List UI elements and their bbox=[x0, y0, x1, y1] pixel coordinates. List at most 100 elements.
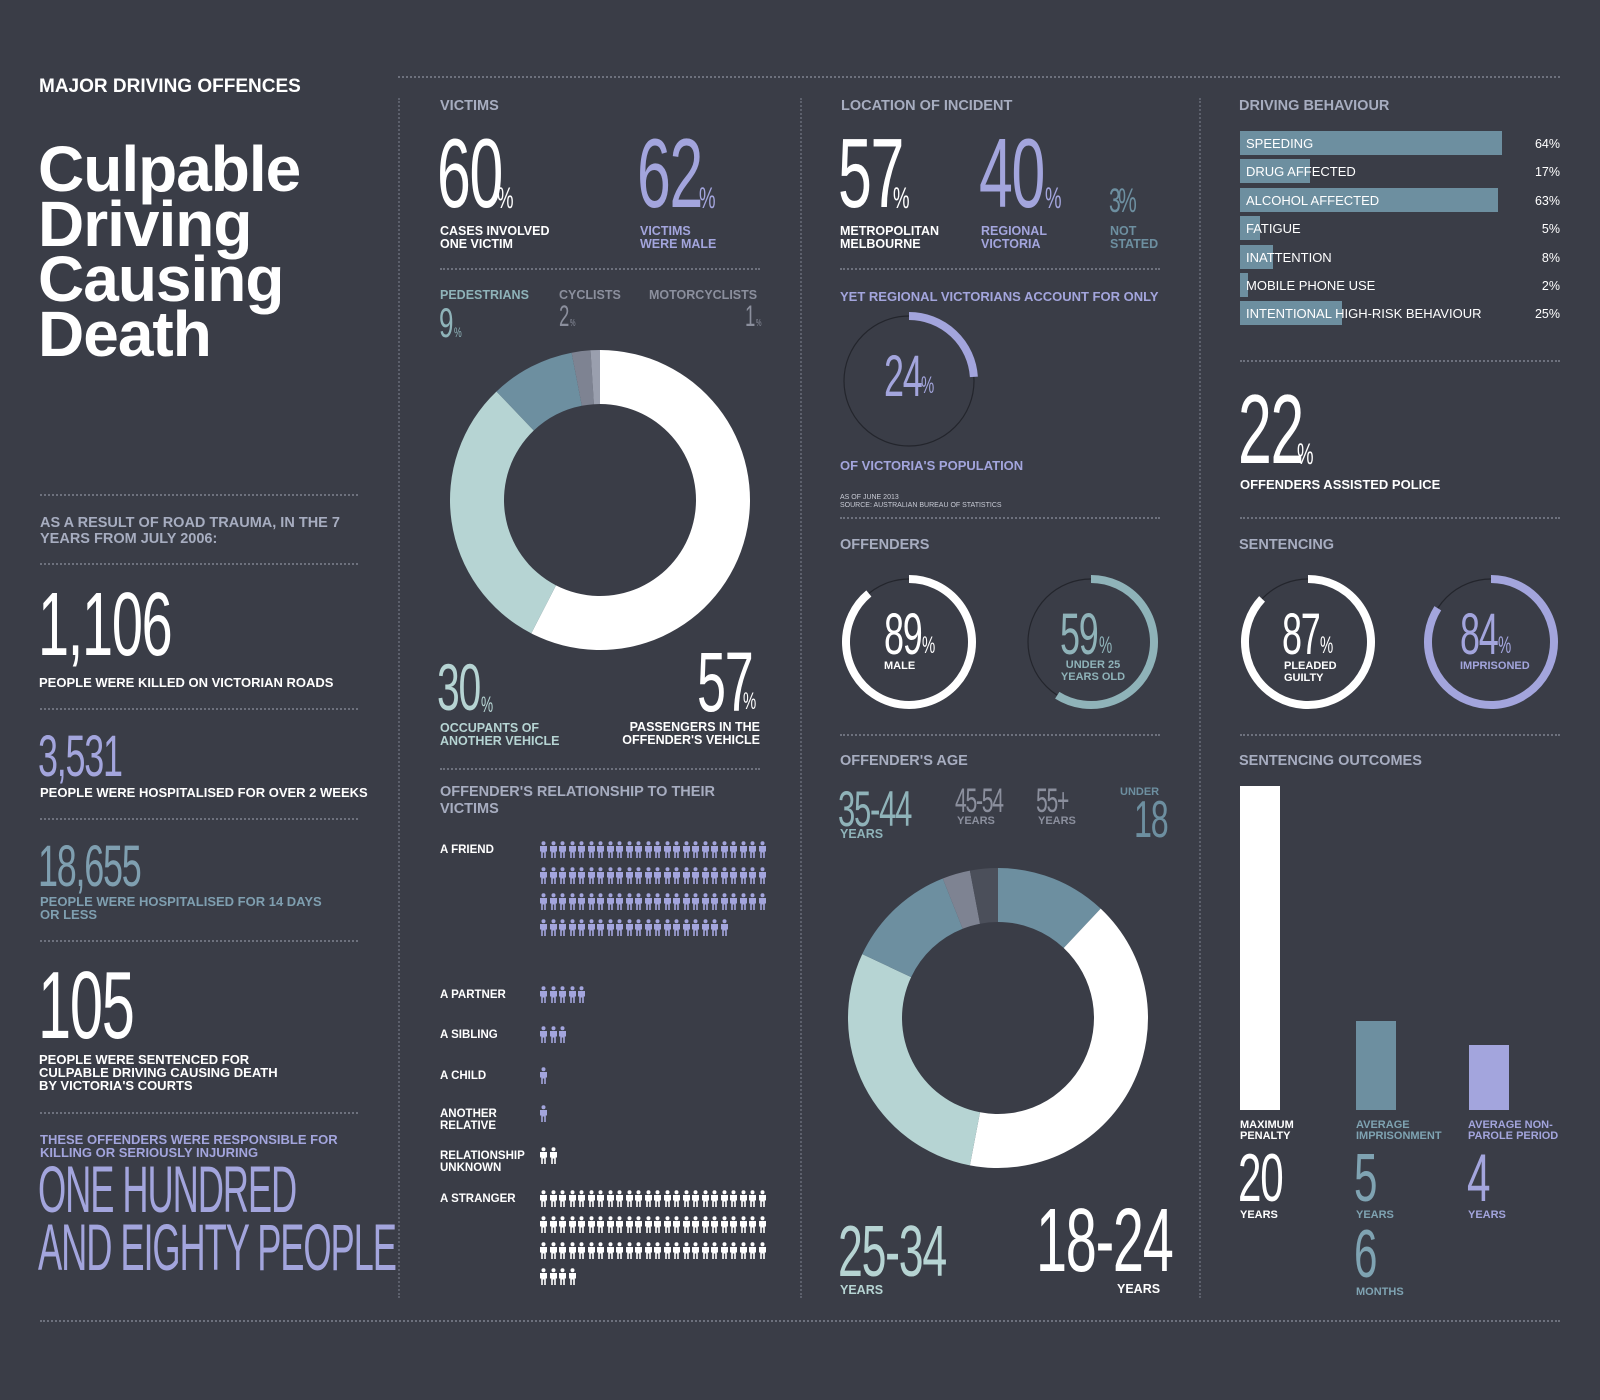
victims-male-label: VICTIMS WERE MALE bbox=[640, 224, 717, 251]
donut-slice bbox=[969, 868, 998, 924]
victims-male-value: 62 bbox=[637, 118, 703, 228]
person-icon bbox=[748, 1216, 757, 1233]
population-ring bbox=[843, 312, 978, 447]
passengers-unit: % bbox=[743, 688, 756, 715]
left-rule bbox=[40, 494, 358, 496]
person-icon bbox=[691, 1216, 700, 1233]
relationship-label: A CHILD bbox=[440, 1070, 487, 1082]
column-divider-1 bbox=[398, 98, 400, 1298]
person-icon bbox=[663, 1242, 672, 1259]
person-icon bbox=[587, 1242, 596, 1259]
person-icon bbox=[691, 1242, 700, 1259]
assisted-value: 22 bbox=[1238, 374, 1304, 484]
age-55-value: 55+ bbox=[1036, 782, 1069, 820]
person-icon bbox=[739, 867, 748, 884]
ring-arc bbox=[842, 575, 976, 709]
regional-unit: % bbox=[1045, 182, 1062, 215]
donut-slice bbox=[942, 870, 981, 929]
person-icon bbox=[549, 893, 558, 910]
person-icon bbox=[625, 1190, 634, 1207]
age-1824-value: 18-24 bbox=[1036, 1191, 1174, 1291]
behaviour-bar-row: MOBILE PHONE USE 2% bbox=[1240, 273, 1560, 297]
relationship-pictogram bbox=[539, 1190, 769, 1285]
person-icon bbox=[634, 919, 643, 936]
person-icon bbox=[672, 841, 681, 858]
metro-value: 57 bbox=[838, 118, 904, 228]
regional-value: 40 bbox=[979, 118, 1045, 228]
offenders-male-unit: % bbox=[922, 632, 935, 659]
behaviour-bar-label: DRUG AFFECTED bbox=[1246, 164, 1356, 180]
person-icon bbox=[625, 1242, 634, 1259]
person-icon bbox=[587, 893, 596, 910]
person-icon bbox=[672, 1242, 681, 1259]
person-icon bbox=[596, 841, 605, 858]
person-icon bbox=[729, 893, 738, 910]
relationship-pictogram bbox=[539, 1147, 769, 1164]
person-icon bbox=[644, 841, 653, 858]
person-icon bbox=[577, 867, 586, 884]
person-icon bbox=[549, 986, 558, 1003]
population-label: OF VICTORIA'S POPULATION bbox=[840, 458, 1024, 473]
person-icon bbox=[682, 893, 691, 910]
person-icon bbox=[558, 919, 567, 936]
person-icon bbox=[701, 841, 710, 858]
hosp-long-value: 3,531 bbox=[38, 724, 123, 789]
title-line: Causing bbox=[38, 243, 284, 315]
population-value: 24 bbox=[884, 344, 923, 409]
person-icon bbox=[615, 1242, 624, 1259]
outcome-bar bbox=[1356, 1020, 1396, 1110]
age-u18-value: 18 bbox=[1134, 791, 1169, 849]
person-icon bbox=[691, 867, 700, 884]
person-icon bbox=[720, 1216, 729, 1233]
person-icon bbox=[682, 919, 691, 936]
left-rule bbox=[40, 940, 358, 942]
outcome-nonparole-value: 4 bbox=[1467, 1140, 1490, 1216]
person-icon bbox=[710, 867, 719, 884]
person-icon bbox=[701, 919, 710, 936]
person-icon bbox=[634, 1216, 643, 1233]
population-unit: % bbox=[921, 372, 934, 399]
person-icon bbox=[682, 841, 691, 858]
person-icon bbox=[701, 893, 710, 910]
person-icon bbox=[558, 1190, 567, 1207]
person-icon bbox=[558, 1026, 567, 1043]
killed-value: 1,106 bbox=[38, 575, 173, 675]
sentencing-imprisoned-ring bbox=[1424, 575, 1558, 709]
behaviour-bar-value: 2% bbox=[1541, 279, 1560, 293]
donut-slice bbox=[531, 350, 750, 650]
person-icon bbox=[653, 1190, 662, 1207]
person-icon bbox=[568, 841, 577, 858]
person-icon bbox=[539, 1026, 548, 1043]
behaviour-bar bbox=[1240, 301, 1343, 326]
person-icon bbox=[577, 1216, 586, 1233]
person-icon bbox=[748, 893, 757, 910]
outcome-max-unit: YEARS bbox=[1240, 1209, 1278, 1221]
person-icon bbox=[568, 867, 577, 884]
relationship-label: A PARTNER bbox=[440, 989, 506, 1001]
person-icon bbox=[549, 1268, 558, 1285]
title-line: Driving bbox=[38, 188, 252, 260]
relationship-title: OFFENDER'S RELATIONSHIP TO THEIR VICTIMS bbox=[440, 784, 715, 817]
motorcyclists-value: 1% bbox=[745, 300, 761, 333]
behaviour-bar-row: SPEEDING 64% bbox=[1240, 131, 1560, 155]
occupants-label: OCCUPANTS OF ANOTHER VEHICLE bbox=[440, 721, 560, 748]
donut-slice bbox=[862, 878, 963, 978]
person-icon bbox=[729, 841, 738, 858]
left-rule bbox=[40, 1112, 358, 1114]
person-icon bbox=[663, 893, 672, 910]
ring-arc bbox=[908, 312, 978, 378]
age-4554-value: 45-54 bbox=[955, 782, 1004, 820]
behaviour-bar bbox=[1240, 273, 1249, 297]
person-icon bbox=[577, 986, 586, 1003]
donut-slice bbox=[848, 954, 981, 1166]
behaviour-bar-label: MOBILE PHONE USE bbox=[1246, 278, 1376, 293]
behaviour-bar-value: 63% bbox=[1534, 193, 1560, 208]
behaviour-bar bbox=[1240, 159, 1310, 184]
person-icon bbox=[758, 867, 767, 884]
age-3544-label: YEARS bbox=[840, 827, 884, 841]
left-rule bbox=[40, 708, 358, 710]
relationship-label: ANOTHER RELATIVE bbox=[440, 1108, 497, 1132]
donut-slice bbox=[496, 352, 582, 431]
person-icon bbox=[596, 867, 605, 884]
person-icon bbox=[701, 867, 710, 884]
